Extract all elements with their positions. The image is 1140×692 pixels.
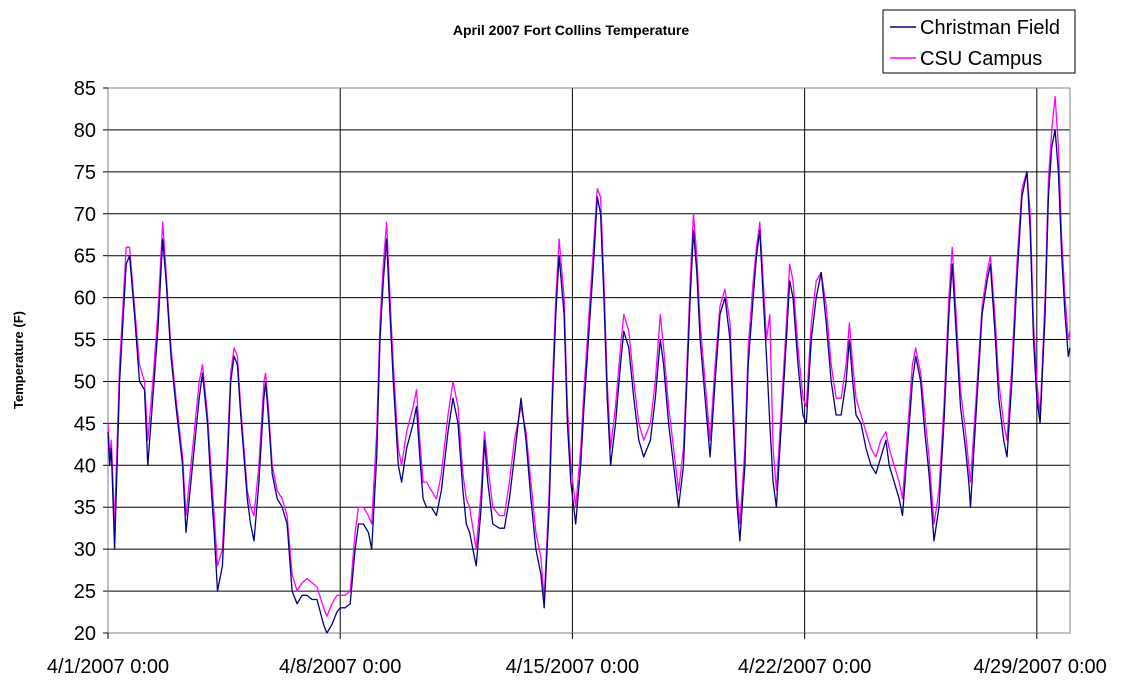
chart-title: April 2007 Fort Collins Temperature bbox=[453, 22, 689, 38]
legend-label-christman-field: Christman Field bbox=[920, 17, 1060, 39]
y-axis-ticks: 20 25 30 35 40 45 50 55 60 65 70 75 80 85 bbox=[74, 78, 108, 645]
grid-lines bbox=[108, 87, 1070, 633]
y-tick-label-70: 70 bbox=[74, 204, 96, 226]
y-tick-label-25: 25 bbox=[74, 581, 96, 603]
y-tick-label-55: 55 bbox=[74, 330, 96, 352]
x-tick-label-4: 4/29/2007 0:00 bbox=[973, 656, 1106, 678]
x-tick-label-1: 4/8/2007 0:00 bbox=[279, 656, 401, 678]
y-tick-label-30: 30 bbox=[74, 539, 96, 561]
y-tick-label-65: 65 bbox=[74, 246, 96, 268]
y-tick-label-75: 75 bbox=[74, 162, 96, 184]
legend-box bbox=[882, 9, 1076, 74]
legend: Christman Field CSU Campus bbox=[882, 9, 1076, 74]
series-lines bbox=[107, 95, 1071, 634]
y-tick-label-40: 40 bbox=[74, 455, 96, 477]
x-axis-ticks: 4/1/2007 0:00 4/8/2007 0:00 4/15/2007 0:00… bbox=[47, 633, 1107, 678]
legend-label-csu-campus: CSU Campus bbox=[920, 48, 1042, 70]
y-tick-label-80: 80 bbox=[74, 120, 96, 142]
y-tick-label-60: 60 bbox=[74, 288, 96, 310]
y-tick-label-35: 35 bbox=[74, 497, 96, 519]
x-tick-label-2: 4/15/2007 0:00 bbox=[506, 656, 639, 678]
y-tick-label-45: 45 bbox=[74, 413, 96, 435]
plot-area-frame bbox=[107, 87, 1071, 634]
y-tick-label-20: 20 bbox=[74, 623, 96, 645]
y-axis-label: Temperature (F) bbox=[11, 311, 26, 409]
series-line-0 bbox=[107, 129, 1071, 634]
y-tick-label-85: 85 bbox=[74, 78, 96, 100]
y-tick-label-50: 50 bbox=[74, 371, 96, 393]
series-line-1 bbox=[107, 95, 1071, 617]
x-tick-label-3: 4/22/2007 0:00 bbox=[738, 656, 871, 678]
x-tick-label-0: 4/1/2007 0:00 bbox=[47, 656, 169, 678]
